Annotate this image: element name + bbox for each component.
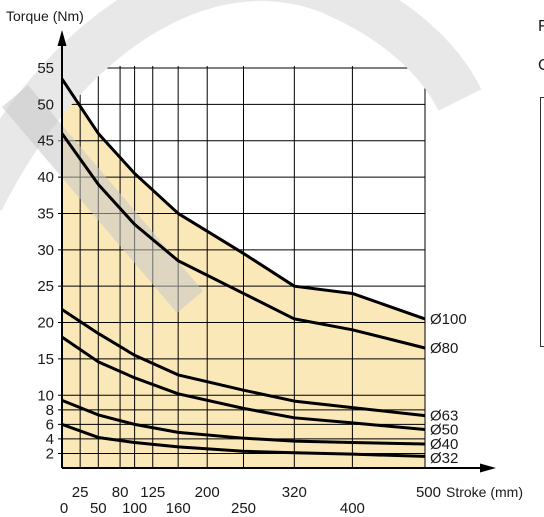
y-axis-arrow	[57, 30, 67, 46]
x-tick-label: 25	[72, 484, 89, 501]
x-axis-arrow	[480, 463, 496, 473]
y-tick-label: 10	[37, 387, 54, 404]
series-line	[61, 335, 426, 431]
x-tick-label: 320	[282, 484, 307, 501]
watermark	[0, 0, 482, 314]
series-line	[61, 308, 426, 418]
x-tick-label: 160	[166, 500, 191, 517]
series-label: Ø32	[430, 450, 458, 467]
side-panel-box	[540, 97, 544, 347]
y-tick-label: 20	[37, 315, 54, 332]
y-tick-label: 15	[37, 351, 54, 368]
y-tick-label: 8	[46, 402, 54, 419]
x-axis-title: Stroke (mm)	[446, 484, 523, 500]
y-tick-label: 25	[37, 278, 54, 295]
y-tick-label: 6	[46, 416, 54, 433]
series-label: Ø80	[430, 340, 458, 357]
x-tick-label: 500	[416, 484, 441, 501]
series-line	[60, 78, 426, 321]
x-tick-label: 50	[90, 500, 107, 517]
x-tick-label: 100	[122, 500, 147, 517]
y-tick-label: 50	[37, 96, 54, 113]
series-label: Ø100	[430, 311, 467, 328]
x-tick-label: 80	[112, 484, 129, 501]
y-tick-label: 4	[46, 431, 54, 448]
y-axis-title: Torque (Nm)	[6, 8, 84, 24]
y-tick-label: 35	[37, 205, 54, 222]
y-tick-label: 30	[37, 242, 54, 259]
series-lines	[60, 78, 426, 458]
series-line	[60, 132, 426, 350]
y-tick-label: 45	[37, 133, 54, 150]
side-text-c: C	[538, 57, 544, 74]
x-tick-label: 125	[140, 484, 165, 501]
x-tick-label: 400	[340, 500, 365, 517]
series-label: Ø40	[430, 436, 458, 453]
series-label: Ø63	[430, 408, 458, 425]
x-tick-label: 250	[231, 500, 256, 517]
x-tick-label: 0	[60, 500, 68, 517]
series-label: Ø50	[430, 422, 458, 439]
x-tick-label: 200	[195, 484, 220, 501]
side-text-f: F	[538, 18, 544, 35]
axes: Torque (Nm) Stroke (mm)	[6, 8, 523, 500]
series-line	[61, 398, 426, 446]
y-tick-label: 2	[46, 445, 54, 462]
series-line	[61, 422, 426, 458]
y-tick-label: 55	[37, 60, 54, 77]
y-tick-label: 40	[37, 169, 54, 186]
